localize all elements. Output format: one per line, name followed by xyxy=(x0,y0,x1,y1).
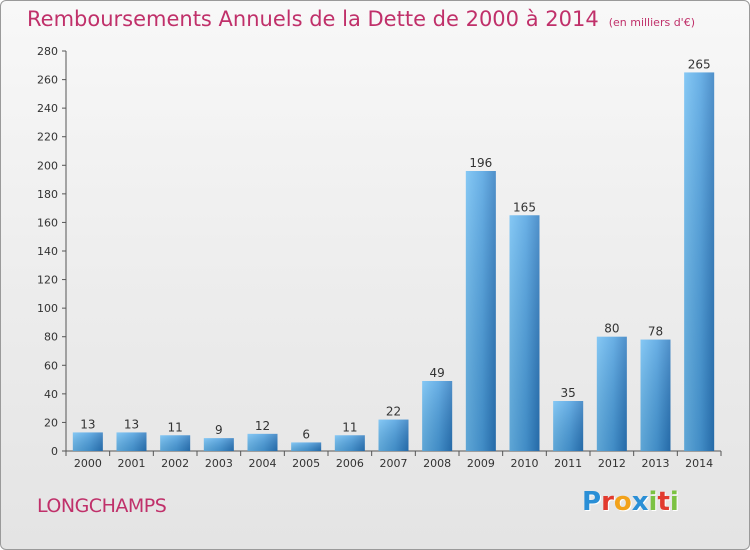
logo-letter: i xyxy=(648,487,658,517)
bar-shade xyxy=(422,381,453,451)
y-tick-label: 80 xyxy=(44,331,58,344)
x-tick-label: 2009 xyxy=(467,457,495,470)
bar-shade xyxy=(247,433,278,451)
x-axis: 2000 2001 2002 2003 2004 2005 2006 2007 2008 2009… xyxy=(65,450,722,470)
bar-value-label: 13 xyxy=(124,417,139,431)
value-labels-group: 13 13 11 9 12 6 11 22 49 196 165 35 80 78 265 xyxy=(80,57,710,441)
x-tick-label: 2005 xyxy=(292,457,320,470)
y-tick-label: 160 xyxy=(37,216,58,229)
commune-name: LONGCHAMPS xyxy=(37,495,167,517)
bar-value-label: 35 xyxy=(561,386,576,400)
x-tick-label: 2008 xyxy=(423,457,451,470)
y-tick-label: 60 xyxy=(44,359,58,372)
bar-shade xyxy=(203,438,234,451)
y-tick-label: 0 xyxy=(51,445,58,458)
x-tick-label: 2004 xyxy=(249,457,277,470)
bar-shade xyxy=(72,432,103,451)
bar-value-label: 165 xyxy=(513,200,536,214)
x-tick-label: 2013 xyxy=(642,457,670,470)
bar-value-label: 11 xyxy=(342,420,357,434)
bar-shade xyxy=(596,336,627,451)
y-tick-label: 200 xyxy=(37,159,58,172)
y-tick-label: 220 xyxy=(37,131,58,144)
logo-letter: o xyxy=(613,487,632,517)
logo-letter: P xyxy=(582,487,602,517)
bar-value-label: 196 xyxy=(469,156,492,170)
bar-value-label: 9 xyxy=(215,423,223,437)
y-axis: 0 20 40 60 80 100 120 140 160 180 200 220 240 260 280 xyxy=(37,45,67,458)
y-tick-label: 20 xyxy=(44,416,58,429)
proxiti-logo: Proxiti xyxy=(582,487,679,517)
bar-value-label: 265 xyxy=(688,57,711,71)
bars-group xyxy=(72,72,715,451)
chart-title-row: Remboursements Annuels de la Dette de 20… xyxy=(27,7,695,31)
bar-shade xyxy=(553,401,584,451)
x-tick-label: 2000 xyxy=(74,457,102,470)
bar-shade xyxy=(378,419,409,451)
logo-letter: i xyxy=(669,487,679,517)
bar-value-label: 78 xyxy=(648,325,663,339)
chart-title: Remboursements Annuels de la Dette de 20… xyxy=(27,7,599,31)
y-tick-label: 240 xyxy=(37,102,58,115)
bar-shade xyxy=(509,215,540,451)
bar-value-label: 11 xyxy=(168,420,183,434)
x-tick-label: 2007 xyxy=(380,457,408,470)
y-tick-label: 120 xyxy=(37,274,58,287)
x-tick-label: 2001 xyxy=(118,457,146,470)
bar-shade xyxy=(334,435,365,451)
x-tick-label: 2012 xyxy=(598,457,626,470)
logo-letter: t xyxy=(657,487,670,517)
y-tick-label: 140 xyxy=(37,245,58,258)
x-tick-label: 2002 xyxy=(161,457,189,470)
bar-shade xyxy=(465,171,496,451)
y-tick-label: 40 xyxy=(44,388,58,401)
bar-value-label: 22 xyxy=(386,405,401,419)
bar-value-label: 80 xyxy=(604,322,619,336)
bar-value-label: 13 xyxy=(80,417,95,431)
bar-value-label: 49 xyxy=(430,366,445,380)
y-tick-label: 180 xyxy=(37,188,58,201)
y-tick-label: 100 xyxy=(37,302,58,315)
bar-shade xyxy=(684,72,715,451)
bar-value-label: 12 xyxy=(255,419,270,433)
logo-letter: r xyxy=(601,487,614,517)
chart-unit: (en milliers d'€) xyxy=(608,16,695,29)
bar-shade xyxy=(160,435,191,451)
x-tick-label: 2011 xyxy=(554,457,582,470)
x-tick-label: 2010 xyxy=(511,457,539,470)
x-tick-label: 2006 xyxy=(336,457,364,470)
bar-shade xyxy=(640,339,671,451)
logo-letter: x xyxy=(631,487,649,517)
bar-shade xyxy=(291,442,322,451)
y-tick-label: 280 xyxy=(37,45,58,58)
x-tick-label: 2014 xyxy=(685,457,713,470)
bar-value-label: 6 xyxy=(302,427,310,441)
x-tick-label: 2003 xyxy=(205,457,233,470)
y-tick-label: 260 xyxy=(37,74,58,87)
bar-shade xyxy=(116,432,147,451)
